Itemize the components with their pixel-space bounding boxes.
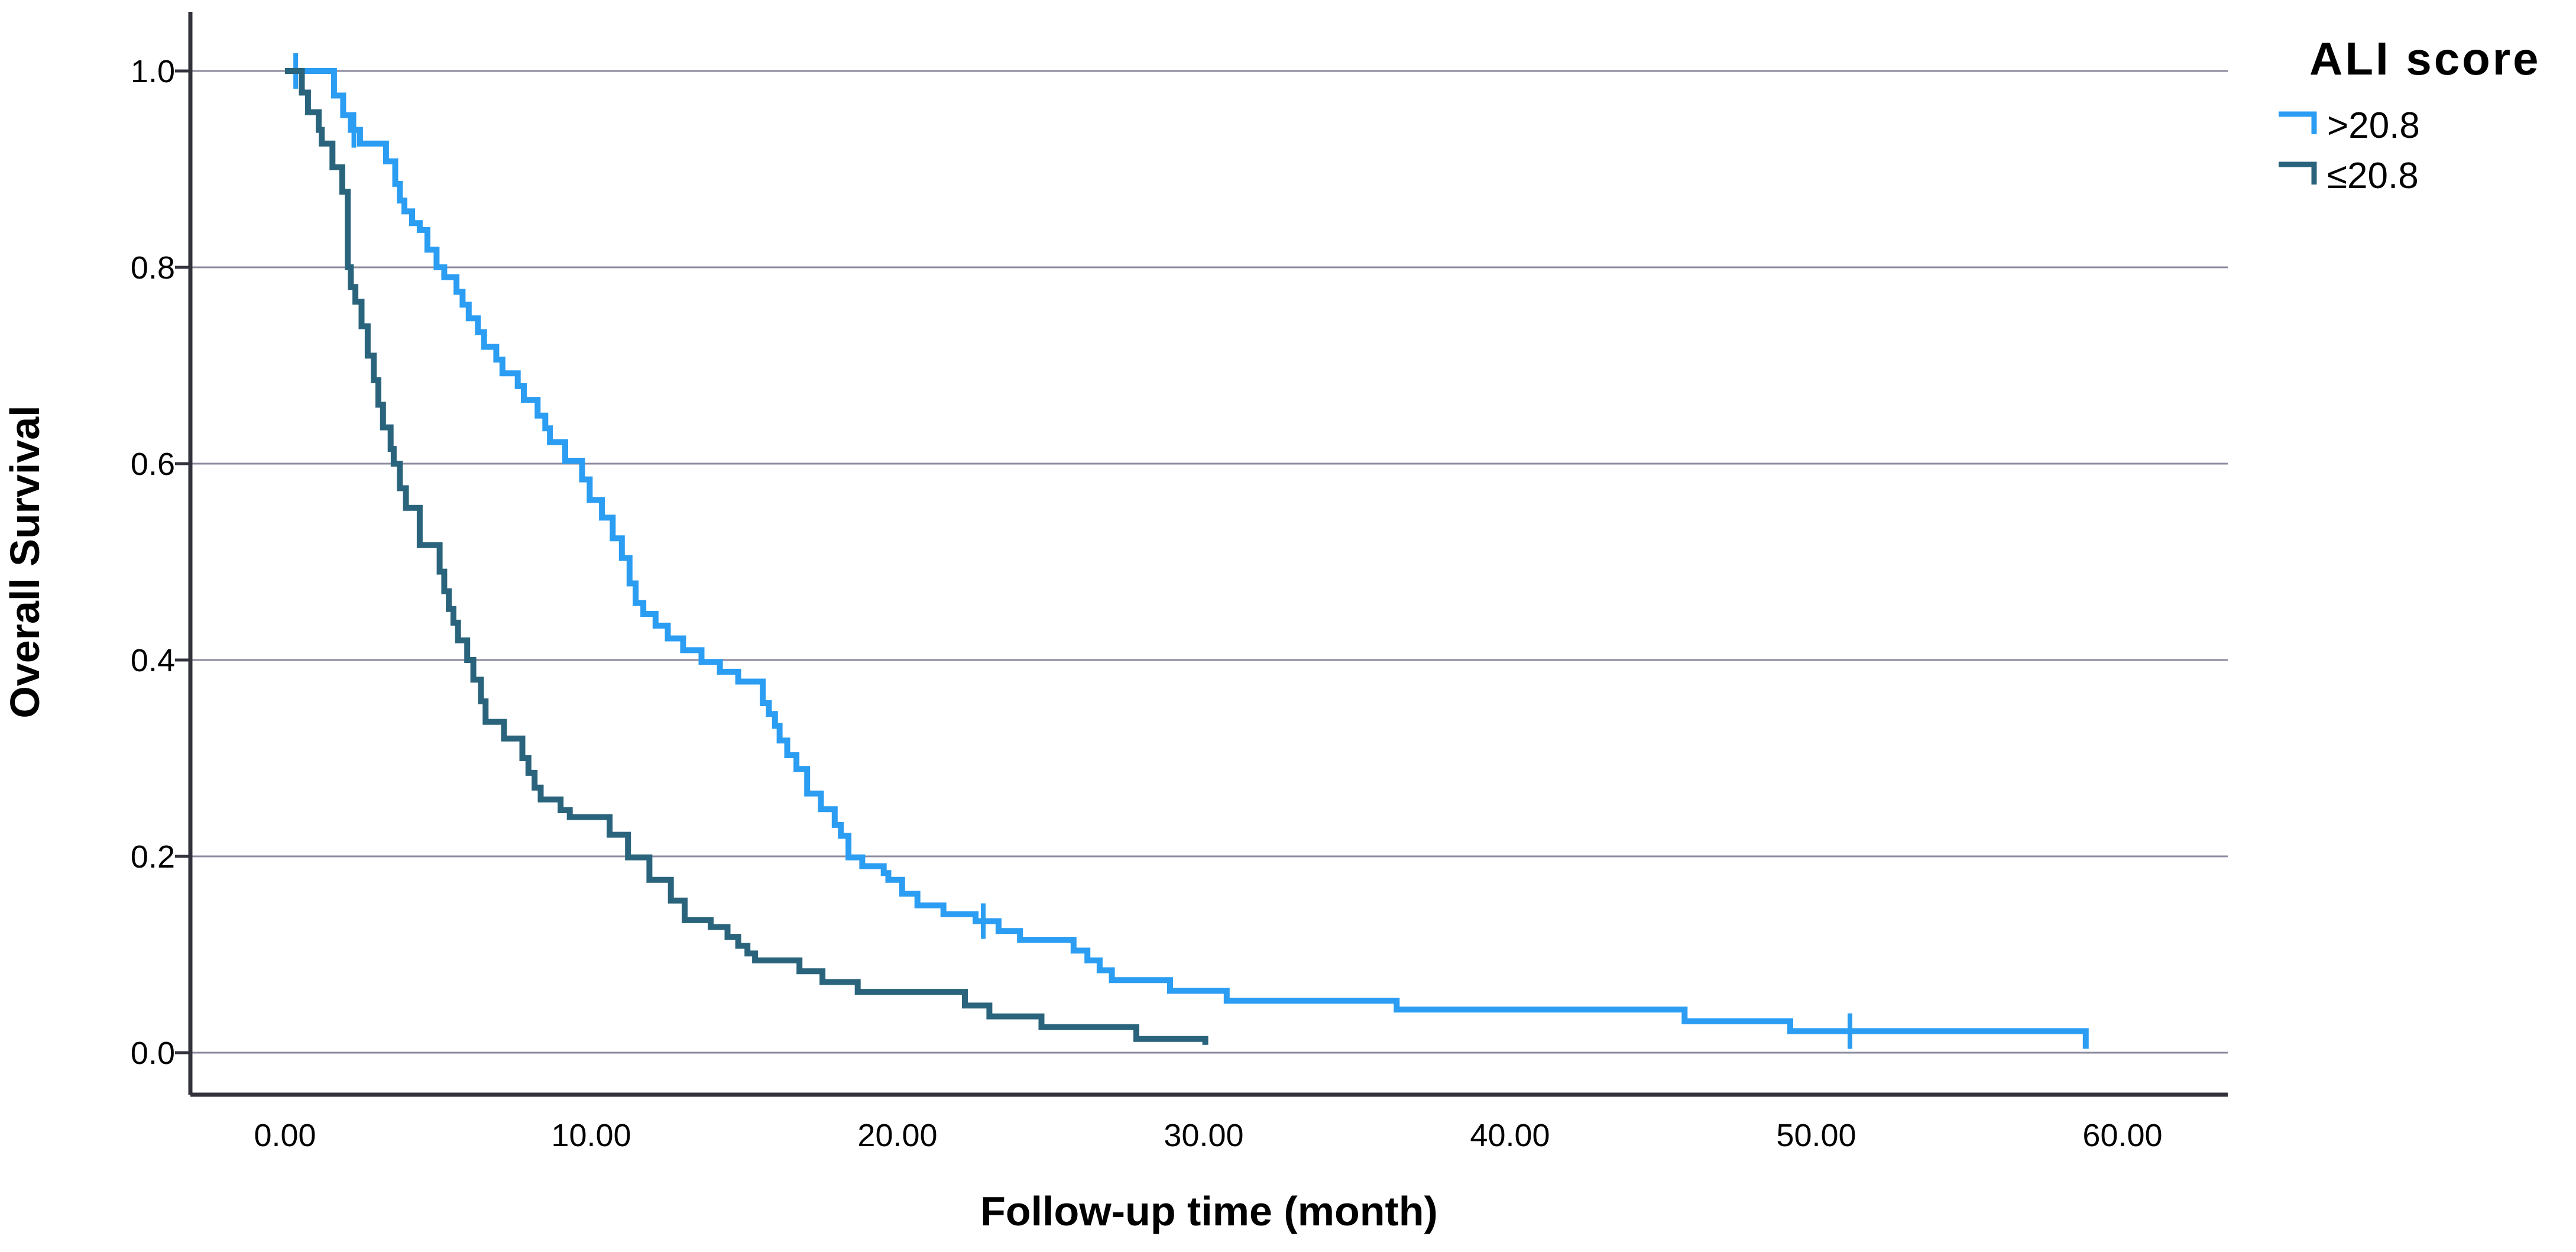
y-tick-label: 0.8 xyxy=(131,250,175,286)
legend-label-high: >20.8 xyxy=(2327,105,2420,146)
legend-title: ALI score xyxy=(2309,33,2541,85)
legend-entry-high: >20.8 xyxy=(2279,105,2420,146)
legend-entry-low: ≤20.8 xyxy=(2279,156,2419,196)
y-tick-label: 0.4 xyxy=(131,643,175,678)
legend: ALI score >20.8 ≤20.8 xyxy=(2279,33,2541,196)
x-tick-label: 20.00 xyxy=(857,1118,937,1153)
y-tick-label: 0.2 xyxy=(131,839,175,875)
x-tick-label: 50.00 xyxy=(1776,1118,1856,1153)
legend-line-sample-high-icon xyxy=(2279,111,2317,134)
x-tick-label: 10.00 xyxy=(551,1118,631,1153)
legend-line-sample-low-icon xyxy=(2279,161,2317,185)
axes xyxy=(188,12,2228,1097)
y-tick-labels: 1.0 0.8 0.6 0.4 0.2 0.0 xyxy=(131,54,175,1071)
x-tick-label: 0.00 xyxy=(254,1118,316,1153)
survival-curves xyxy=(285,53,2089,1049)
y-axis-title: Overall Survival xyxy=(2,405,48,718)
x-tick-labels: 0.00 10.00 20.00 30.00 40.00 50.00 60.00 xyxy=(254,1118,2162,1153)
survival-curve-low xyxy=(285,68,1208,1045)
gridlines xyxy=(190,70,2228,1054)
y-tick-label: 1.0 xyxy=(131,54,175,89)
y-tick-marks xyxy=(175,69,190,1054)
x-tick-label: 60.00 xyxy=(2082,1118,2162,1153)
y-tick-label: 0.6 xyxy=(131,447,175,482)
legend-label-low: ≤20.8 xyxy=(2327,156,2419,196)
x-tick-label: 30.00 xyxy=(1164,1118,1243,1153)
x-axis-title: Follow-up time (month) xyxy=(980,1188,1438,1234)
y-tick-label: 0.0 xyxy=(131,1036,175,1071)
x-tick-label: 40.00 xyxy=(1470,1118,1550,1153)
survival-curve-high xyxy=(285,68,2089,1049)
